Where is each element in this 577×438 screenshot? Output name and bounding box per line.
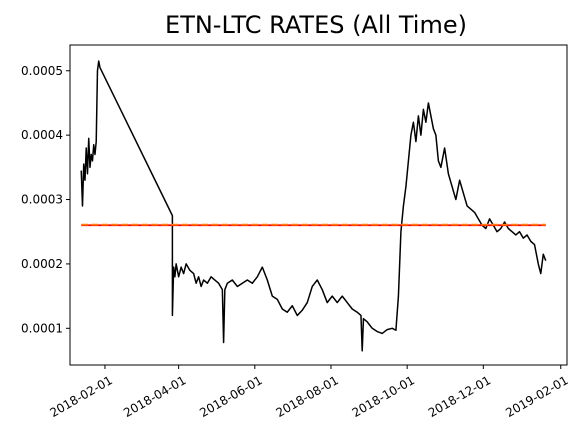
x-axis: 2018-02-01 2018-04-01 2018-06-01 2018-08-01… — [47, 365, 571, 420]
y-tick-label: 0.0004 — [21, 128, 63, 142]
y-tick-label: 0.0001 — [21, 321, 63, 335]
x-tick-label: 2018-12-01 — [426, 373, 493, 420]
y-tick-label: 0.0005 — [21, 64, 63, 78]
series-layer — [80, 60, 547, 352]
y-tick-label: 0.0003 — [21, 193, 63, 207]
x-tick-label: 2018-06-01 — [197, 373, 264, 420]
chart-title: ETN-LTC RATES (All Time) — [165, 11, 467, 39]
x-tick-label: 2018-08-01 — [273, 373, 340, 420]
x-tick-label: 2018-04-01 — [121, 373, 188, 420]
series-line-0 — [80, 60, 547, 352]
x-tick-label: 2019-02-01 — [503, 373, 570, 420]
y-tick-label: 0.0002 — [21, 257, 63, 271]
plot-frame — [69, 44, 568, 366]
x-tick-label: 2018-02-01 — [47, 373, 114, 420]
x-tick-label: 2018-10-01 — [350, 373, 417, 420]
y-axis: 0.0001 0.0002 0.0003 0.0004 0.0005 — [21, 64, 70, 335]
